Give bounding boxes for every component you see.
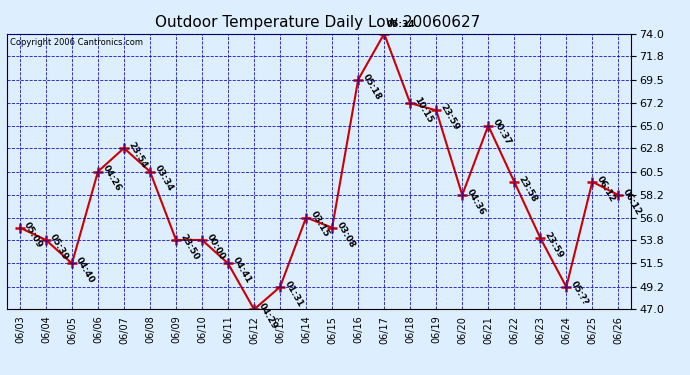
Text: 23:59: 23:59 xyxy=(439,103,461,132)
Text: 01:31: 01:31 xyxy=(282,279,304,308)
Text: 06:12: 06:12 xyxy=(621,188,643,216)
Text: 00:00: 00:00 xyxy=(204,232,226,261)
Text: 05:34: 05:34 xyxy=(387,20,415,29)
Text: 05:39: 05:39 xyxy=(48,232,70,262)
Text: 04:26: 04:26 xyxy=(101,164,123,193)
Text: 05:??: 05:?? xyxy=(569,279,590,307)
Text: 03:08: 03:08 xyxy=(335,220,357,249)
Text: 05:18: 05:18 xyxy=(361,72,383,101)
Text: 23:54: 23:54 xyxy=(126,140,148,170)
Text: 04:41: 04:41 xyxy=(230,256,253,285)
Text: 10:15: 10:15 xyxy=(413,96,435,124)
Text: 23:59: 23:59 xyxy=(543,230,565,260)
Text: 23:50: 23:50 xyxy=(179,232,201,261)
Text: 03:15: 03:15 xyxy=(308,210,331,239)
Text: Outdoor Temperature Daily Low 20060627: Outdoor Temperature Daily Low 20060627 xyxy=(155,15,480,30)
Text: 06:12: 06:12 xyxy=(595,174,617,203)
Text: 04:40: 04:40 xyxy=(75,256,97,285)
Text: 23:58: 23:58 xyxy=(517,174,539,203)
Text: 03:34: 03:34 xyxy=(152,164,175,193)
Text: 05:09: 05:09 xyxy=(22,220,44,249)
Text: 04:29: 04:29 xyxy=(257,302,279,331)
Text: Copyright 2006 Cantronics.com: Copyright 2006 Cantronics.com xyxy=(10,38,143,47)
Text: 04:36: 04:36 xyxy=(464,188,486,217)
Text: 00:37: 00:37 xyxy=(491,118,513,147)
